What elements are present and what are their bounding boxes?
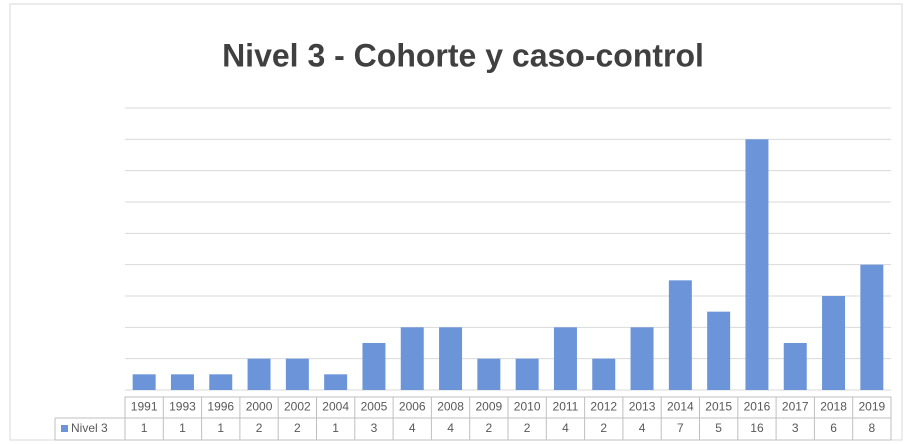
table-value: 1 (217, 421, 224, 435)
legend-label: Nivel 3 (71, 421, 108, 435)
x-tick-label: 2009 (475, 400, 502, 414)
x-tick-label: 2005 (361, 400, 388, 414)
x-tick-label: 2006 (399, 400, 426, 414)
bar (707, 311, 731, 390)
bar (170, 374, 194, 390)
table-value: 16 (750, 421, 764, 435)
bar (324, 374, 348, 390)
table-value: 2 (600, 421, 607, 435)
chart-title: Nivel 3 - Cohorte y caso-control (222, 37, 704, 73)
bar (400, 327, 424, 390)
bar (439, 327, 463, 390)
bar (515, 358, 539, 390)
table-value: 4 (409, 421, 416, 435)
bar (745, 139, 769, 390)
x-tick-label: 2019 (858, 400, 885, 414)
bar (209, 374, 233, 390)
table-value: 2 (486, 421, 493, 435)
table-value: 4 (562, 421, 569, 435)
bar (477, 358, 501, 390)
bar (553, 327, 577, 390)
table-value: 3 (792, 421, 799, 435)
x-tick-label: 2004 (322, 400, 349, 414)
table-value: 1 (332, 421, 339, 435)
bar (860, 264, 884, 390)
x-tick-label: 2000 (246, 400, 273, 414)
x-tick-label: 2017 (782, 400, 809, 414)
x-tick-label: 2014 (667, 400, 694, 414)
table-value: 5 (715, 421, 722, 435)
table-value: 6 (830, 421, 837, 435)
table-value: 2 (294, 421, 301, 435)
table-value: 3 (371, 421, 378, 435)
table-value: 8 (869, 421, 876, 435)
bar (362, 343, 386, 390)
x-tick-label: 1993 (169, 400, 196, 414)
x-tick-label: 2018 (820, 400, 847, 414)
x-tick-label: 2016 (744, 400, 771, 414)
table-value: 1 (179, 421, 186, 435)
x-tick-label: 2015 (705, 400, 732, 414)
bar (783, 343, 807, 390)
x-tick-label: 2013 (629, 400, 656, 414)
table-value: 2 (524, 421, 531, 435)
x-tick-label: 2002 (284, 400, 311, 414)
x-tick-label: 2008 (437, 400, 464, 414)
bar (285, 358, 309, 390)
bar (630, 327, 654, 390)
x-tick-label: 1996 (207, 400, 234, 414)
table-value: 4 (639, 421, 646, 435)
bar (247, 358, 271, 390)
legend-swatch (61, 425, 68, 432)
x-tick-label: 2010 (514, 400, 541, 414)
x-tick-label: 2012 (590, 400, 617, 414)
bar (132, 374, 156, 390)
table-value: 4 (447, 421, 454, 435)
table-value: 2 (256, 421, 263, 435)
x-tick-label: 1991 (131, 400, 158, 414)
bar (668, 280, 692, 390)
bar (592, 358, 616, 390)
table-value: 7 (677, 421, 684, 435)
table-value: 1 (141, 421, 148, 435)
bar (822, 296, 846, 390)
x-tick-label: 2011 (553, 400, 579, 414)
